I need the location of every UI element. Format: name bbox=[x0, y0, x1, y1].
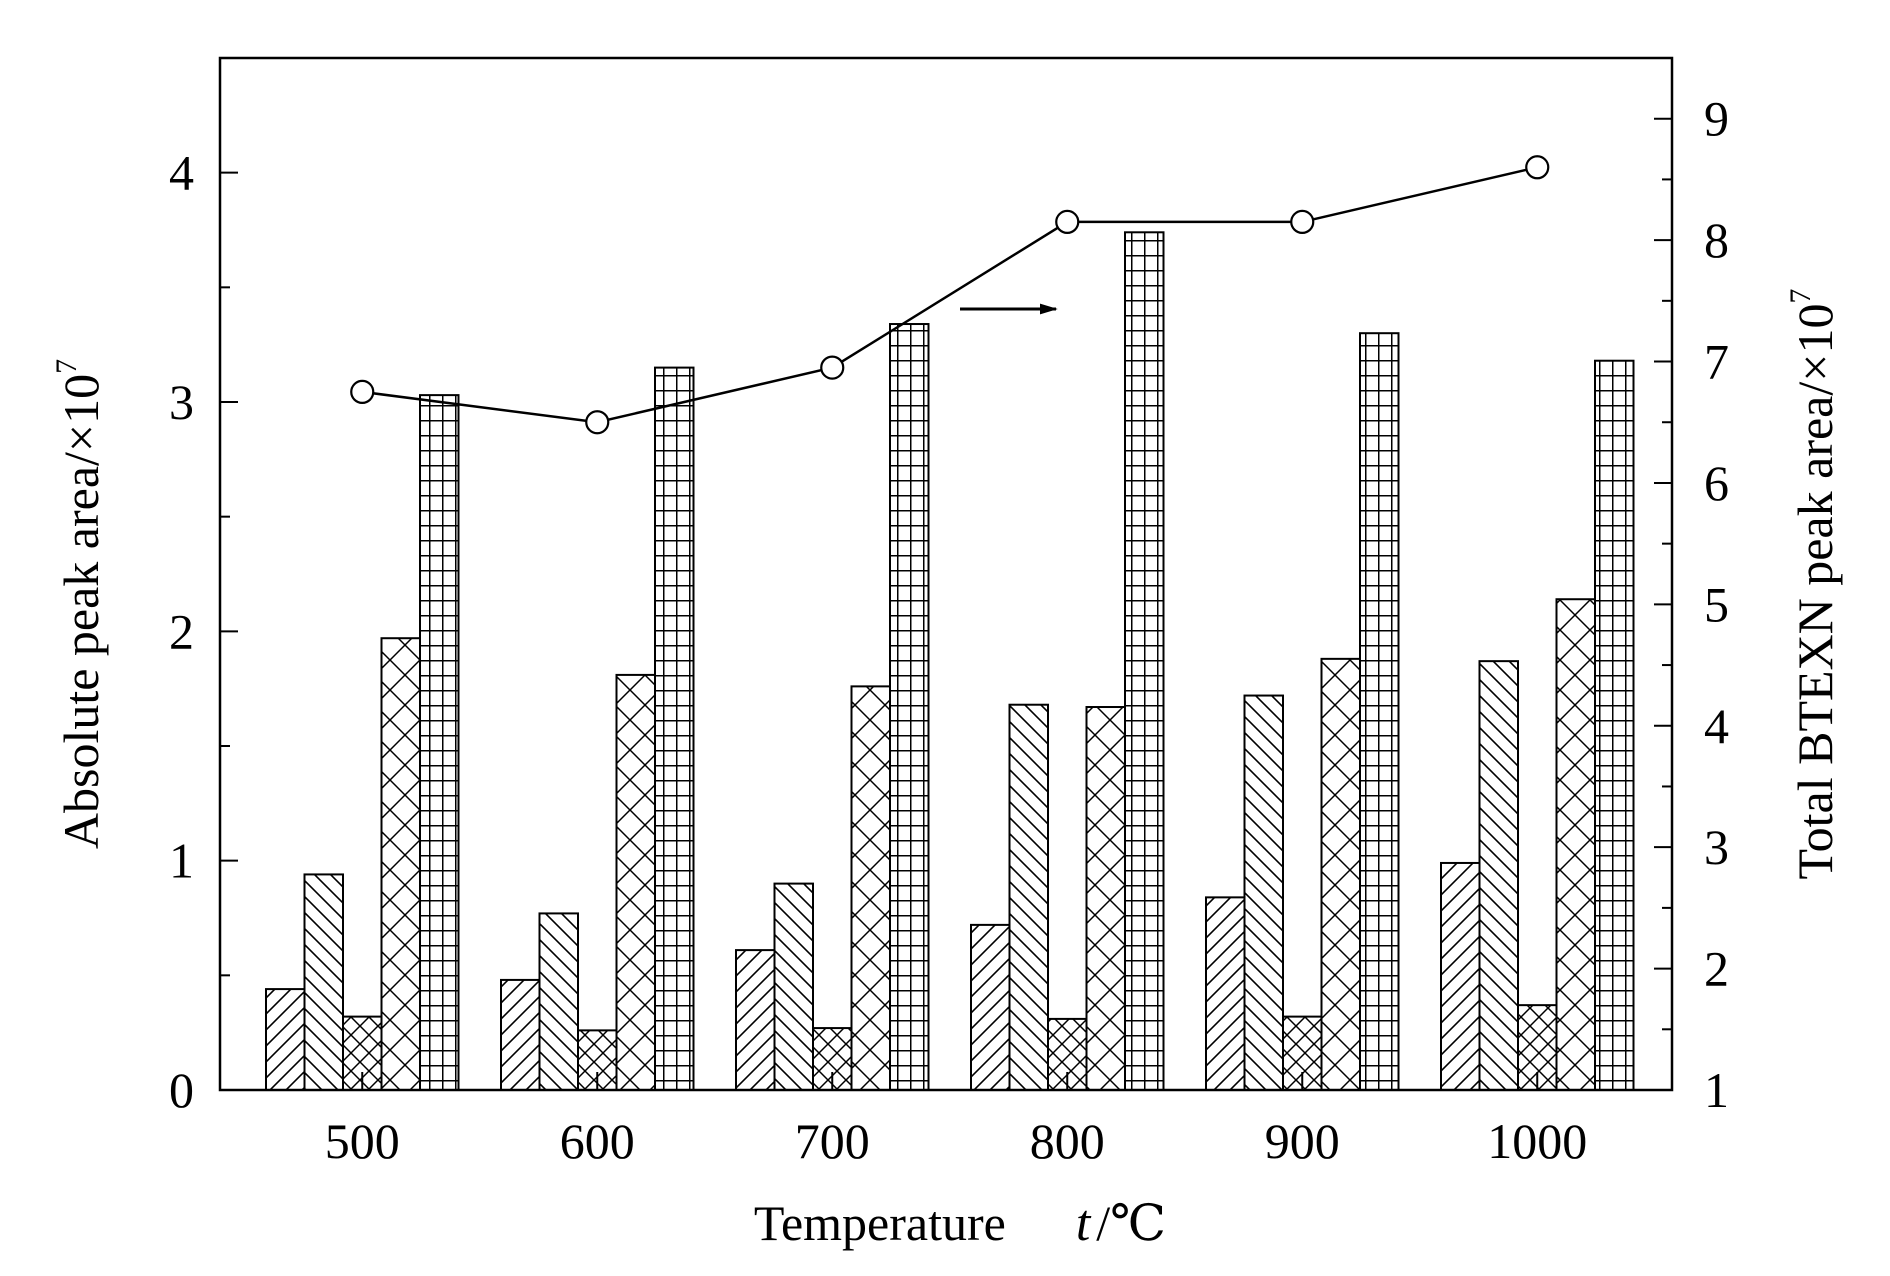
bar-600-series-2 bbox=[538, 912, 579, 1091]
left-tick-label: 4 bbox=[169, 145, 194, 201]
left-axis: 0 1 2 3 4 bbox=[169, 57, 238, 1118]
bar-900-series-1 bbox=[1205, 896, 1246, 1091]
bar-900-series-4 bbox=[1320, 657, 1361, 1091]
bar-500-series-4 bbox=[380, 637, 421, 1091]
left-tick-label: 2 bbox=[169, 603, 194, 659]
bar-700-series-4 bbox=[850, 685, 891, 1092]
x-tick-label: 500 bbox=[325, 1113, 400, 1169]
bars-layer bbox=[265, 231, 1635, 1092]
right-tick-label: 3 bbox=[1704, 819, 1729, 875]
total-line bbox=[362, 166, 1538, 424]
x-tick-label: 800 bbox=[1030, 1113, 1105, 1169]
right-tick-label: 9 bbox=[1704, 91, 1729, 147]
right-tick-label: 8 bbox=[1704, 212, 1729, 268]
bar-700-series-1 bbox=[735, 949, 776, 1092]
x-tick-label: 700 bbox=[795, 1113, 870, 1169]
left-tick-label: 0 bbox=[169, 1062, 194, 1118]
bar-500-series-1 bbox=[265, 988, 306, 1091]
line-point-700 bbox=[820, 355, 845, 380]
right-tick-label: 6 bbox=[1704, 455, 1729, 511]
right-tick-label: 7 bbox=[1704, 334, 1729, 390]
right-tick-label: 1 bbox=[1704, 1062, 1729, 1118]
bar-900-series-2 bbox=[1243, 694, 1284, 1092]
bottom-axis: 500 600 700 800 900 1000 bbox=[325, 1072, 1587, 1169]
left-tick-label: 1 bbox=[169, 833, 194, 889]
right-axis: 1 2 3 4 5 6 7 8 9 bbox=[1654, 57, 1729, 1118]
plot-frame bbox=[218, 56, 1674, 1092]
bar-1000-series-1 bbox=[1440, 861, 1481, 1092]
bar-500-series-2 bbox=[303, 873, 344, 1092]
bar-800-series-1 bbox=[970, 923, 1011, 1091]
x-tick-label: 900 bbox=[1265, 1113, 1340, 1169]
line-point-800 bbox=[1055, 209, 1080, 235]
bar-1000-series-4 bbox=[1555, 598, 1596, 1092]
line-point-900 bbox=[1290, 209, 1315, 235]
line-layer bbox=[350, 155, 1550, 435]
x-axis-title: Temperature t/℃ bbox=[754, 1195, 1166, 1252]
bar-1000-series-2 bbox=[1478, 660, 1519, 1091]
bar-800-series-5 bbox=[1124, 231, 1165, 1091]
right-tick-label: 5 bbox=[1704, 576, 1729, 632]
bar-900-series-5 bbox=[1359, 332, 1400, 1091]
left-tick-label: 3 bbox=[169, 374, 194, 430]
right-axis-title: Total BTEXN peak area/×107 bbox=[1784, 289, 1843, 880]
bar-800-series-4 bbox=[1085, 706, 1126, 1091]
bar-600-series-4 bbox=[615, 673, 656, 1091]
line-point-600 bbox=[585, 410, 610, 435]
bar-700-series-5 bbox=[889, 323, 930, 1091]
right-tick-label: 4 bbox=[1704, 698, 1729, 754]
bar-600-series-5 bbox=[654, 366, 695, 1092]
bar-700-series-2 bbox=[773, 882, 814, 1091]
right-tick-label: 2 bbox=[1704, 941, 1729, 997]
left-axis-title: Absolute peak area/×107 bbox=[50, 359, 109, 849]
bar-500-series-5 bbox=[419, 394, 460, 1091]
x-tick-label: 600 bbox=[560, 1113, 635, 1169]
bar-600-series-1 bbox=[500, 978, 541, 1091]
line-point-1000 bbox=[1525, 155, 1550, 180]
line-point-500 bbox=[350, 379, 375, 404]
x-tick-label: 1000 bbox=[1487, 1113, 1587, 1169]
bar-1000-series-5 bbox=[1594, 359, 1635, 1092]
bar-800-series-2 bbox=[1008, 703, 1049, 1091]
